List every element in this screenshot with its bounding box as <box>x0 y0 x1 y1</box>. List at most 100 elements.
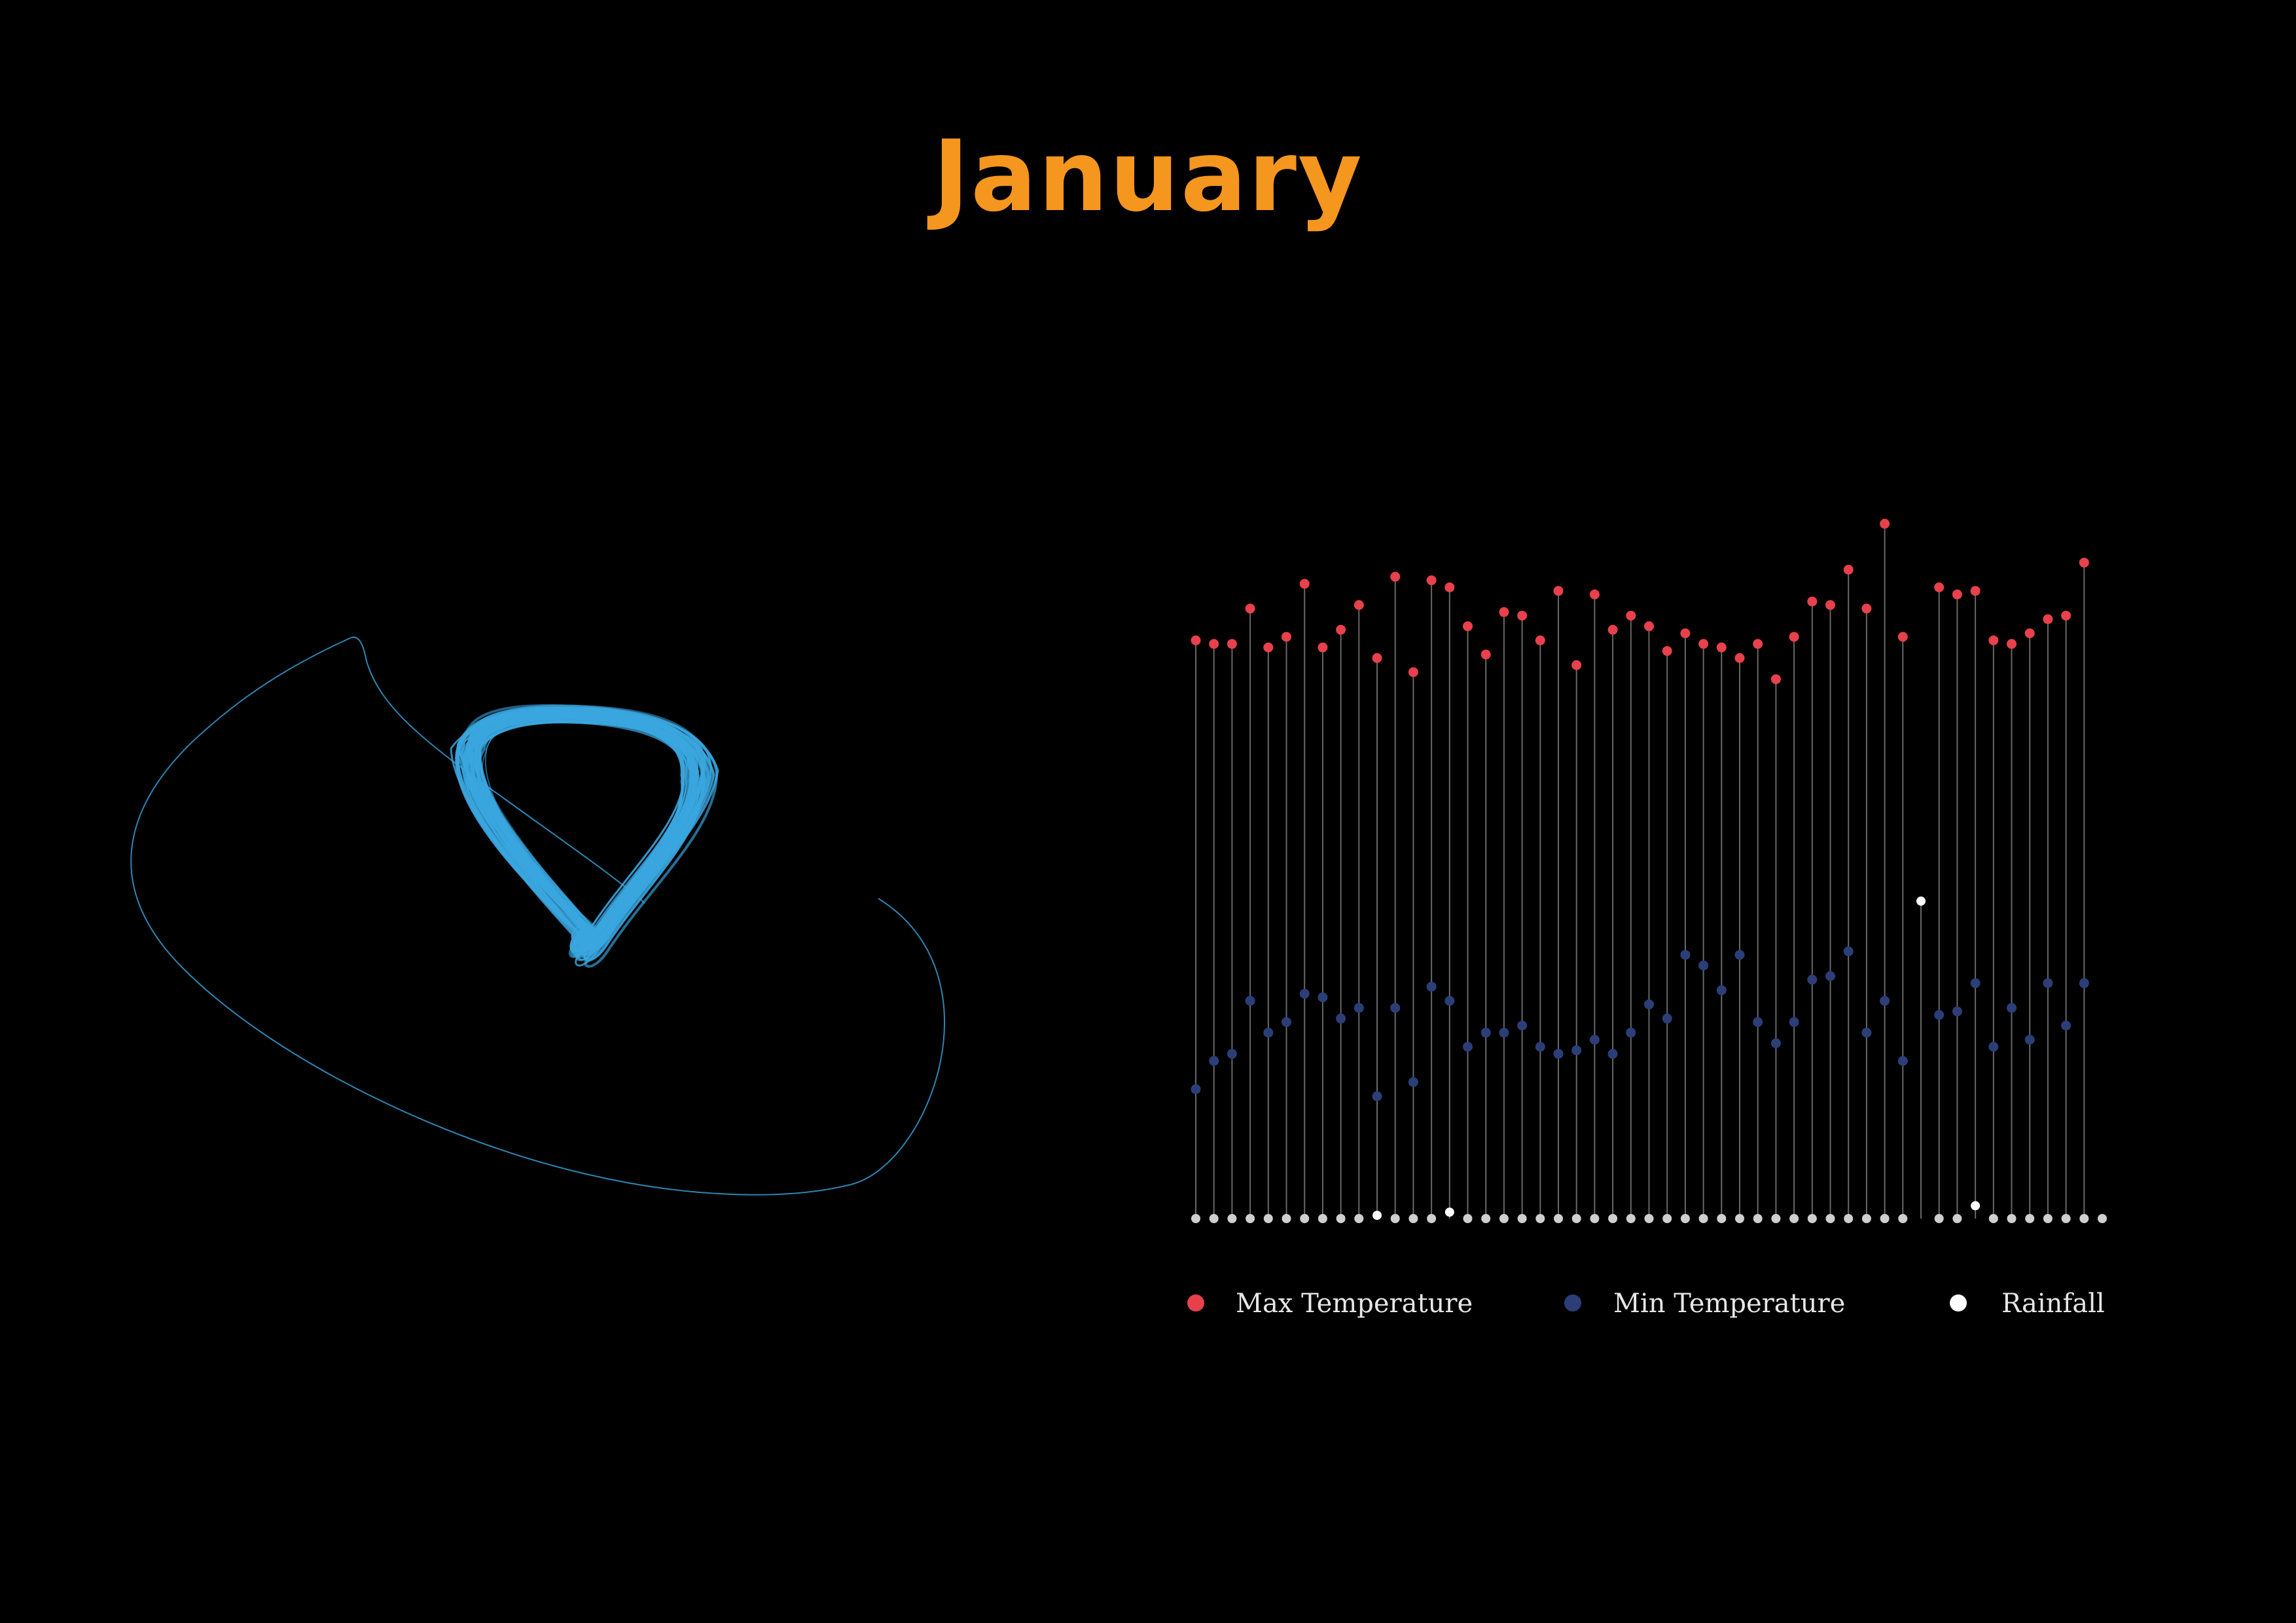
max-temperature-point <box>1227 639 1237 649</box>
rainfall-point <box>1825 1214 1835 1223</box>
page-title: January <box>933 120 1363 234</box>
rainfall-point <box>1861 1214 1871 1223</box>
min-temperature-point <box>1880 995 1890 1006</box>
min-temperature-point <box>1843 946 1854 957</box>
min-temperature-point <box>1535 1042 1545 1052</box>
min-temperature-point <box>2007 1003 2017 1013</box>
rainfall-point <box>1463 1214 1473 1223</box>
max-temperature-point <box>1897 632 1908 642</box>
rainfall-point <box>1444 1207 1454 1217</box>
legend-min-temperature-label: Min Temperature <box>1613 1289 1845 1319</box>
rainfall-point <box>1408 1214 1418 1223</box>
max-temperature-point <box>1463 621 1473 632</box>
max-temperature-point <box>1191 635 1201 645</box>
rainfall-point <box>1499 1214 1509 1223</box>
max-temperature-points <box>1191 518 2089 685</box>
max-temperature-point <box>1408 667 1418 677</box>
max-temperature-point <box>1734 653 1745 663</box>
min-temperature-points <box>1191 946 2089 1101</box>
max-temperature-point <box>1499 607 1509 617</box>
legend-min-temperature-dot <box>1564 1294 1581 1311</box>
rainfall-point <box>1971 1201 1981 1211</box>
min-temperature-point <box>1662 1013 1672 1024</box>
min-temperature-point <box>1807 974 1818 985</box>
min-temperature-point <box>1897 1056 1908 1066</box>
rainfall-point <box>1753 1214 1763 1223</box>
rainfall-point <box>1535 1214 1545 1223</box>
rainfall-point <box>1517 1214 1527 1223</box>
attractor-loop <box>468 707 719 952</box>
max-temperature-point <box>1390 571 1401 582</box>
min-temperature-point <box>1770 1038 1781 1048</box>
min-temperature-point <box>1372 1091 1382 1101</box>
rainfall-point <box>1698 1214 1708 1223</box>
min-temperature-point <box>2079 978 2089 988</box>
max-temperature-point <box>2079 558 2089 568</box>
min-temperature-point <box>1209 1056 1219 1066</box>
max-temperature-point <box>1245 603 1255 614</box>
rainfall-point <box>2043 1214 2053 1223</box>
min-temperature-point <box>1318 992 1328 1003</box>
max-temperature-point <box>1517 611 1528 621</box>
rainfall-point <box>1336 1214 1346 1223</box>
rainfall-point <box>1789 1214 1799 1223</box>
min-temperature-point <box>1390 1003 1401 1013</box>
max-temperature-point <box>1263 642 1274 652</box>
rainfall-point <box>2061 1214 2071 1223</box>
min-temperature-point <box>1463 1042 1473 1052</box>
rainfall-point <box>1390 1214 1400 1223</box>
max-temperature-point <box>1571 660 1582 670</box>
max-temperature-point <box>1988 635 1999 645</box>
max-temperature-point <box>2061 611 2072 621</box>
rainfall-point <box>1282 1214 1291 1223</box>
rainfall-points <box>1191 896 2107 1223</box>
min-temperature-point <box>1753 1017 1763 1027</box>
max-temperature-point <box>1209 639 1219 649</box>
rainfall-point <box>1771 1214 1781 1223</box>
rainfall-point <box>2098 1214 2107 1223</box>
min-temperature-point <box>1716 985 1727 995</box>
rainfall-point <box>1952 1214 1962 1223</box>
min-temperature-point <box>1970 978 1981 988</box>
min-temperature-point <box>1245 995 1255 1006</box>
rainfall-point <box>1209 1214 1219 1223</box>
max-temperature-point <box>1426 575 1437 586</box>
max-temperature-point <box>1626 611 1636 621</box>
min-temperature-point <box>2043 978 2053 988</box>
max-temperature-point <box>2024 628 2035 639</box>
legend-rainfall-label: Rainfall <box>2001 1289 2105 1319</box>
max-temperature-point <box>1282 632 1291 642</box>
min-temperature-point <box>1680 950 1691 960</box>
max-temperature-point <box>1444 582 1455 592</box>
rainfall-point <box>1372 1211 1382 1221</box>
min-temperature-point <box>1988 1042 1999 1052</box>
rainfall-point <box>2007 1214 2017 1223</box>
rainfall-point <box>1934 1214 1944 1223</box>
max-temperature-point <box>1807 596 1818 607</box>
max-temperature-point <box>1535 635 1545 645</box>
rainfall-point <box>1554 1214 1563 1223</box>
rainfall-point <box>1481 1214 1491 1223</box>
rainfall-point <box>1898 1214 1908 1223</box>
max-temperature-point <box>1970 586 1981 596</box>
rainfall-point <box>2025 1214 2035 1223</box>
min-temperature-point <box>1734 950 1745 960</box>
rainfall-point <box>1644 1214 1654 1223</box>
max-temperature-point <box>1680 628 1691 639</box>
attractor-outer-trajectory <box>130 636 946 1196</box>
min-temperature-point <box>1336 1013 1346 1024</box>
min-temperature-point <box>1825 971 1835 981</box>
min-temperature-point <box>1408 1077 1418 1087</box>
min-temperature-point <box>1444 995 1455 1006</box>
chart-legend: Max Temperature Min Temperature Rainfall <box>1187 1289 2105 1319</box>
min-temperature-point <box>1299 989 1310 999</box>
rainfall-point <box>1680 1214 1690 1223</box>
max-temperature-point <box>1770 674 1781 685</box>
max-temperature-point <box>1825 600 1835 610</box>
max-temperature-point <box>1789 632 1799 642</box>
min-temperature-point <box>1480 1027 1491 1038</box>
attractor-plot <box>130 636 946 1196</box>
min-temperature-point <box>1499 1027 1509 1038</box>
min-temperature-point <box>1789 1017 1799 1027</box>
min-temperature-point <box>1861 1027 1872 1038</box>
